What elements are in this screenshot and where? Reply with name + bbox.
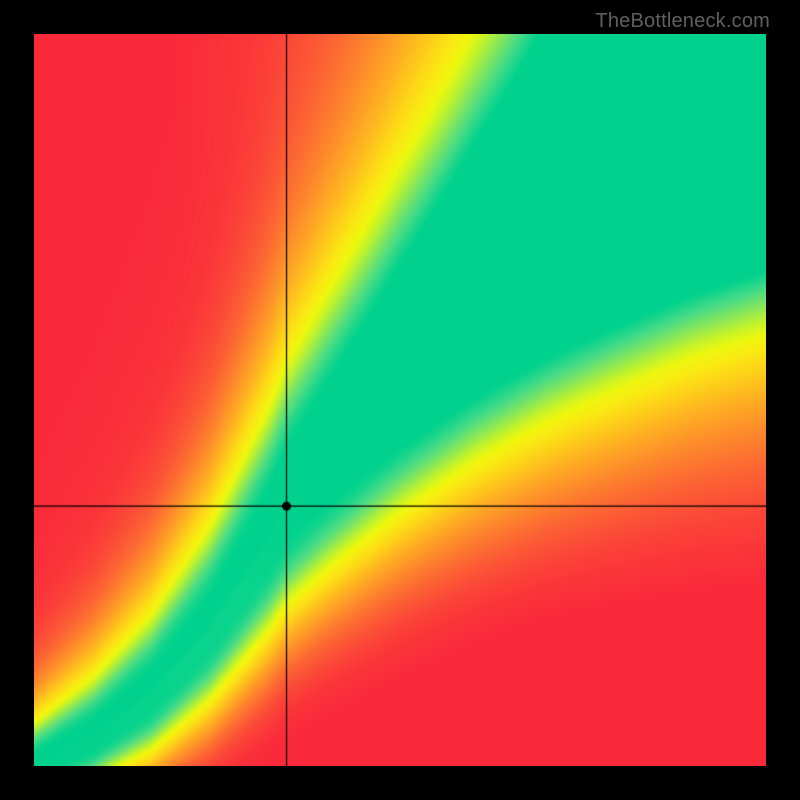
bottleneck-heatmap [34, 34, 766, 766]
watermark-text: TheBottleneck.com [595, 10, 770, 33]
chart-container: TheBottleneck.com [0, 0, 800, 800]
